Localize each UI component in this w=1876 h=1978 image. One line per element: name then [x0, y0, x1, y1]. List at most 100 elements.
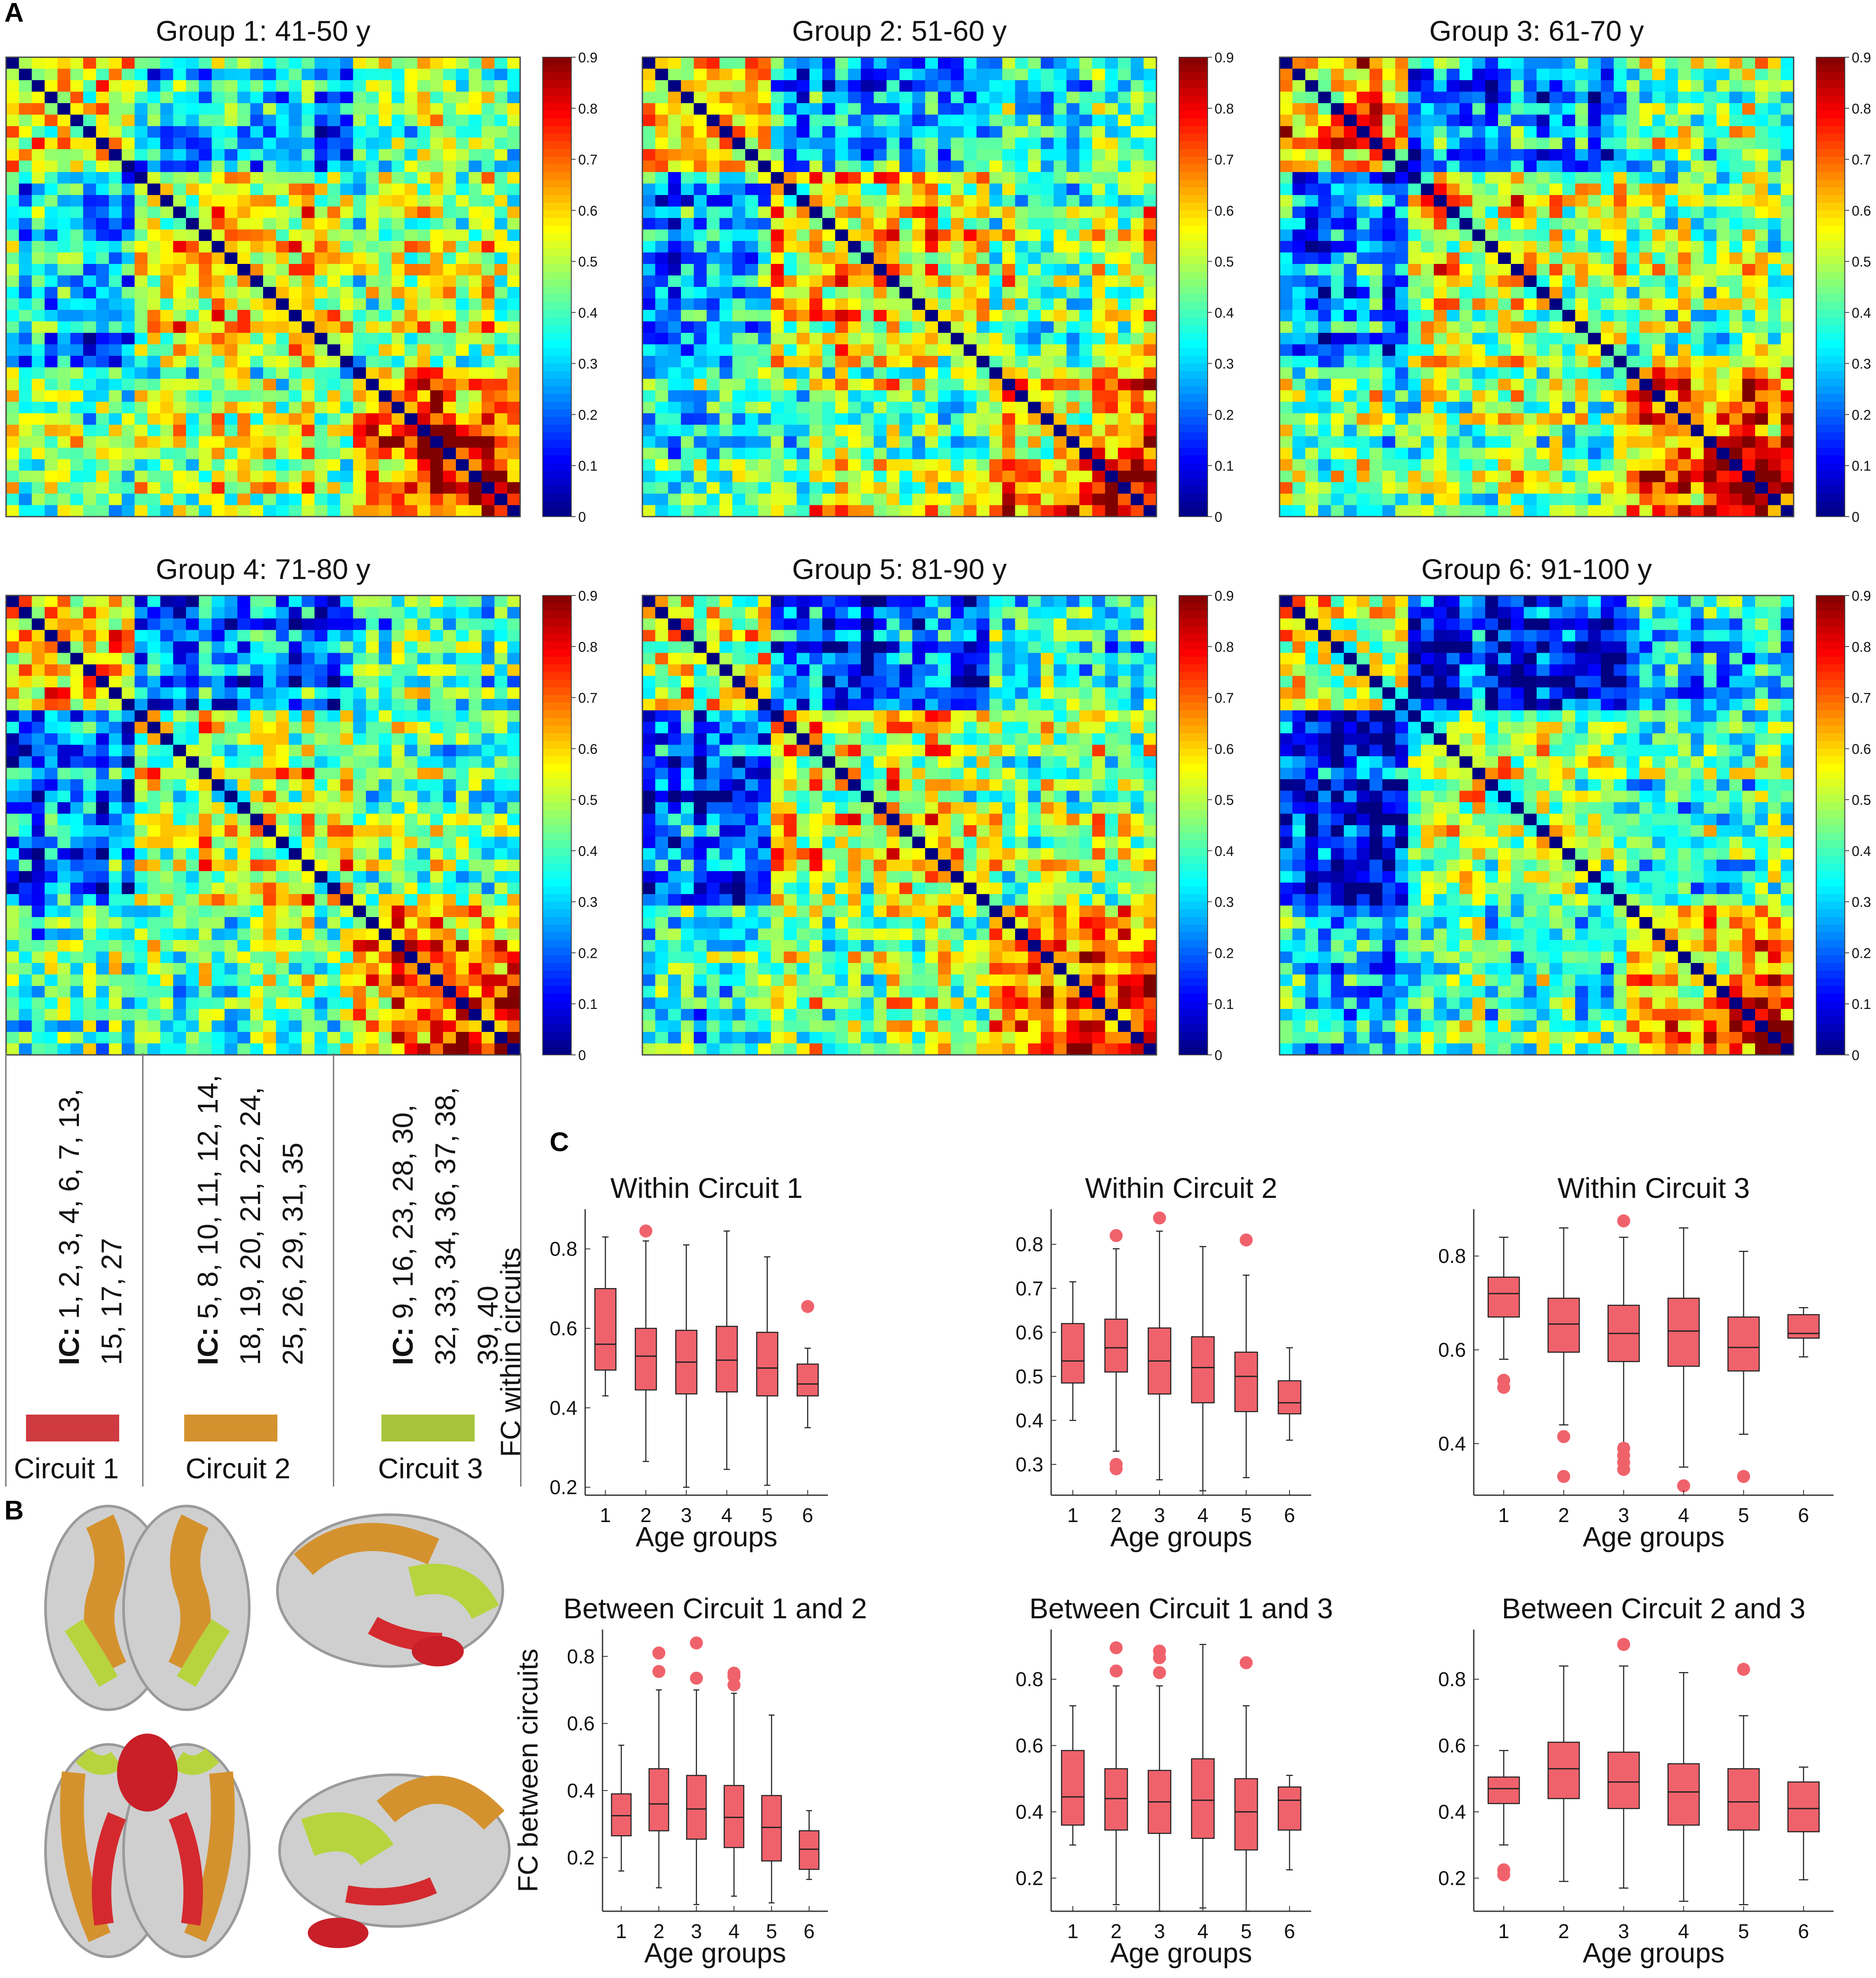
- heatmap-cell: [83, 448, 97, 460]
- heatmap-cell: [1678, 160, 1691, 172]
- heatmap-cell: [1292, 172, 1306, 184]
- heatmap-cell: [1344, 390, 1357, 402]
- heatmap-cell: [886, 114, 900, 127]
- heatmap-cell: [668, 425, 681, 437]
- heatmap-cell: [430, 321, 443, 333]
- colorbar-segment: [1816, 72, 1845, 81]
- heatmap-cell: [951, 344, 964, 356]
- heatmap-cell: [1485, 482, 1498, 494]
- heatmap-cell: [873, 91, 887, 104]
- heatmap-cell: [1678, 206, 1691, 218]
- heatmap-cell: [1421, 264, 1434, 276]
- heatmap-cell: [327, 321, 341, 333]
- heatmap-cell: [707, 459, 720, 471]
- heatmap-cell: [199, 114, 212, 127]
- heatmap-cell: [1755, 218, 1769, 230]
- heatmap-cell: [707, 482, 720, 494]
- heatmap-cell: [809, 425, 823, 437]
- colorbar-segment: [543, 379, 571, 387]
- heatmap-cell: [642, 390, 656, 402]
- heatmap-cell: [668, 172, 681, 184]
- heatmap-cell: [250, 206, 264, 218]
- heatmap-cell: [160, 471, 174, 483]
- heatmap-cell: [378, 252, 392, 264]
- heatmap-cell: [366, 103, 379, 115]
- heatmap-cell: [989, 229, 1003, 241]
- heatmap-cell: [1395, 91, 1409, 104]
- heatmap-cell: [1690, 229, 1704, 241]
- heatmap-cell: [186, 505, 199, 517]
- heatmap-cell: [1344, 471, 1357, 483]
- heatmap-cell: [32, 482, 45, 494]
- heatmap-cell: [976, 413, 990, 425]
- heatmap-cell: [430, 149, 443, 161]
- heatmap-cell: [1588, 287, 1601, 299]
- heatmap-cell: [443, 241, 456, 253]
- heatmap-cell: [57, 68, 71, 81]
- heatmap-cell: [1118, 172, 1131, 184]
- heatmap-cell: [873, 287, 887, 299]
- heatmap-cell: [1729, 333, 1742, 345]
- heatmap-cell: [1356, 160, 1370, 172]
- heatmap-cell: [784, 91, 797, 104]
- heatmap-cell: [1472, 149, 1485, 161]
- heatmap-cell: [250, 390, 264, 402]
- colorbar-segment: [1816, 149, 1845, 157]
- heatmap-cell: [1485, 298, 1498, 310]
- colorbar-segment: [543, 88, 571, 96]
- colorbar-segment: [1179, 486, 1208, 494]
- heatmap-cell: [353, 241, 366, 253]
- heatmap-cell: [1318, 298, 1332, 310]
- heatmap-cell: [964, 390, 977, 402]
- heatmap-cell: [1028, 379, 1041, 391]
- heatmap-cell: [186, 149, 199, 161]
- heatmap-cell: [1485, 367, 1498, 379]
- heatmap-cell: [1729, 241, 1742, 253]
- heatmap-cell: [276, 137, 289, 150]
- heatmap-cell: [1678, 333, 1691, 345]
- heatmap-cell: [681, 229, 694, 241]
- heatmap-cell: [951, 183, 964, 195]
- heatmap-cell: [1652, 57, 1666, 69]
- heatmap-cell: [1549, 241, 1563, 253]
- colorbar-segment: [1816, 156, 1845, 165]
- heatmap-cell: [1105, 402, 1118, 414]
- heatmap-cell: [109, 505, 122, 517]
- heatmap-cell: [19, 229, 32, 241]
- heatmap-cell: [1781, 402, 1794, 414]
- heatmap-cell: [57, 402, 71, 414]
- heatmap-cell: [1092, 80, 1105, 92]
- heatmap-cell: [1092, 321, 1105, 333]
- heatmap-cell: [835, 183, 848, 195]
- heatmap-cell: [1002, 448, 1016, 460]
- heatmap-cell: [835, 402, 848, 414]
- heatmap-cell: [1002, 505, 1016, 517]
- heatmap-cell: [19, 287, 32, 299]
- heatmap-cell: [886, 229, 900, 241]
- heatmap-cell: [160, 344, 174, 356]
- heatmap-cell: [1130, 103, 1144, 115]
- heatmap-cell: [848, 482, 861, 494]
- heatmap-cell: [925, 126, 938, 138]
- heatmap-cell: [1143, 390, 1157, 402]
- heatmap-cell: [1549, 287, 1563, 299]
- heatmap-cell: [57, 241, 71, 253]
- heatmap-cell: [1575, 183, 1589, 195]
- heatmap-cell: [6, 344, 20, 356]
- heatmap-cell: [32, 436, 45, 448]
- heatmap-cell: [378, 68, 392, 81]
- heatmap-cell: [912, 298, 925, 310]
- heatmap-cell: [1143, 356, 1157, 368]
- heatmap-cell: [1041, 436, 1054, 448]
- heatmap-cell: [861, 505, 874, 517]
- heatmap-cell: [925, 310, 938, 322]
- heatmap-cell: [1549, 218, 1563, 230]
- heatmap-cell: [173, 471, 186, 483]
- heatmap-cell: [1446, 80, 1460, 92]
- heatmap-cell: [1652, 172, 1666, 184]
- heatmap-cell: [1292, 206, 1306, 218]
- heatmap-cell: [225, 482, 238, 494]
- heatmap-cell: [443, 149, 456, 161]
- heatmap-cell: [1344, 149, 1357, 161]
- heatmap-cell: [886, 344, 900, 356]
